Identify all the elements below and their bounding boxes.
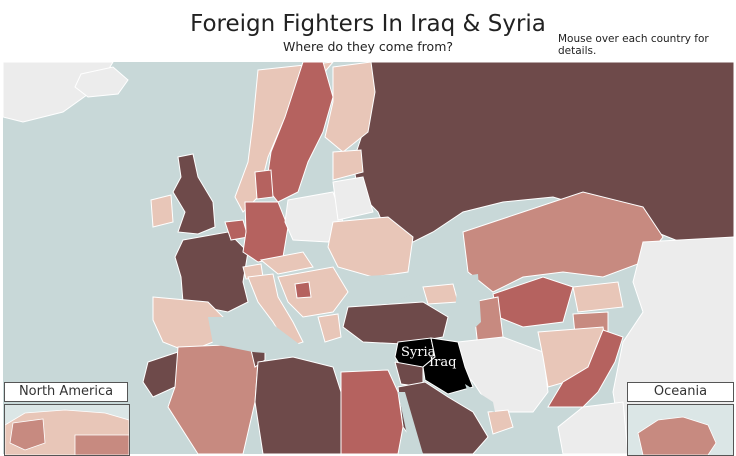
country-kazakhstan[interactable] xyxy=(462,191,664,293)
caspian-sea xyxy=(455,274,481,337)
country-united-kingdom[interactable] xyxy=(172,153,216,235)
inset-label-north-america[interactable]: North America xyxy=(4,382,128,402)
country-baltics[interactable] xyxy=(332,149,364,181)
country-bosnia[interactable] xyxy=(294,281,312,299)
country-belarus[interactable] xyxy=(332,176,374,221)
inset-oceania[interactable] xyxy=(627,404,734,456)
country-ireland[interactable] xyxy=(150,194,174,228)
country-austria[interactable] xyxy=(259,251,314,275)
country-iceland[interactable] xyxy=(74,66,129,98)
country-libya[interactable] xyxy=(254,356,342,454)
label-iraq: Iraq xyxy=(429,355,456,370)
page-subtitle: Where do they come from? xyxy=(282,39,454,54)
country-georgia[interactable] xyxy=(422,283,459,305)
country-gulf-states[interactable] xyxy=(487,409,514,435)
country-iraq[interactable] xyxy=(422,337,474,395)
country-kyrgyzstan[interactable] xyxy=(572,281,624,313)
country-india[interactable] xyxy=(557,401,629,454)
country-australia[interactable] xyxy=(637,416,717,455)
inset-north-america[interactable] xyxy=(4,404,130,456)
country-finland[interactable] xyxy=(324,62,376,153)
red-sea xyxy=(398,392,423,454)
mediterranean-sea xyxy=(208,317,395,367)
country-ukraine[interactable] xyxy=(327,216,414,278)
page-title: Foreign Fighters In Iraq & Syria xyxy=(190,11,546,37)
country-sweden[interactable] xyxy=(265,62,334,203)
persian-gulf xyxy=(465,384,495,412)
country-germany[interactable] xyxy=(242,201,289,263)
country-usa-alaska[interactable] xyxy=(9,418,46,451)
country-france[interactable] xyxy=(174,231,249,313)
inset-label-oceania[interactable]: Oceania xyxy=(627,382,734,402)
country-balkans[interactable] xyxy=(277,266,349,318)
country-italy[interactable] xyxy=(247,273,304,348)
hover-instructions: Mouse over each country for details. xyxy=(558,33,709,57)
country-greece[interactable] xyxy=(317,313,342,343)
country-denmark[interactable] xyxy=(254,169,274,200)
label-syria: Syria xyxy=(401,345,436,360)
country-usa[interactable] xyxy=(74,434,129,455)
country-egypt[interactable] xyxy=(340,369,404,454)
black-sea xyxy=(348,274,413,304)
country-poland[interactable] xyxy=(284,191,344,243)
